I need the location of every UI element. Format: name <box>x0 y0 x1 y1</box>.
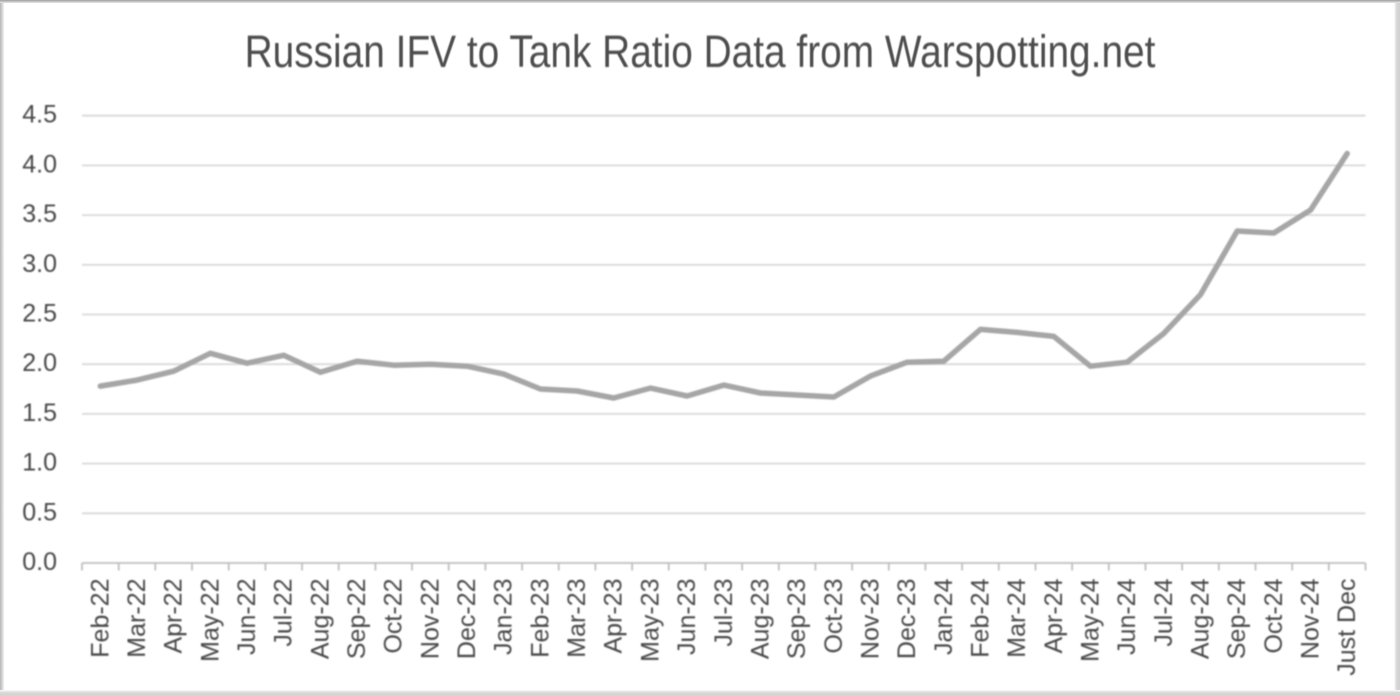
svg-text:Oct-22: Oct-22 <box>380 579 408 654</box>
svg-text:Mar-24: Mar-24 <box>1003 578 1031 657</box>
svg-text:1.0: 1.0 <box>22 449 57 477</box>
svg-text:Jan-23: Jan-23 <box>490 579 518 655</box>
svg-text:Mar-22: Mar-22 <box>123 579 151 658</box>
svg-text:Sep-24: Sep-24 <box>1223 578 1251 659</box>
svg-text:Just Dec: Just Dec <box>1333 579 1361 676</box>
svg-text:2.5: 2.5 <box>22 300 57 328</box>
svg-text:Sep-22: Sep-22 <box>343 579 371 660</box>
svg-text:Mar-23: Mar-23 <box>563 579 591 658</box>
svg-text:Jul-22: Jul-22 <box>270 579 298 647</box>
svg-text:Jun-24: Jun-24 <box>1113 578 1141 655</box>
svg-text:Jun-22: Jun-22 <box>233 579 261 655</box>
svg-text:Apr-23: Apr-23 <box>600 579 628 654</box>
svg-text:4.0: 4.0 <box>22 150 57 178</box>
svg-text:4.5: 4.5 <box>22 101 57 129</box>
svg-text:Aug-23: Aug-23 <box>746 579 774 660</box>
svg-text:May-22: May-22 <box>196 579 224 662</box>
svg-text:3.5: 3.5 <box>22 200 57 228</box>
svg-text:Oct-23: Oct-23 <box>820 579 848 654</box>
svg-text:Aug-24: Aug-24 <box>1187 578 1215 659</box>
svg-text:0.0: 0.0 <box>22 548 57 576</box>
svg-text:0.5: 0.5 <box>22 498 57 526</box>
svg-text:Dec-22: Dec-22 <box>453 579 481 660</box>
svg-text:May-23: May-23 <box>636 579 664 662</box>
svg-text:3.0: 3.0 <box>22 250 57 278</box>
svg-text:Nov-23: Nov-23 <box>856 579 884 660</box>
svg-text:May-24: May-24 <box>1077 578 1105 661</box>
svg-text:Aug-22: Aug-22 <box>306 579 334 660</box>
svg-text:Oct-24: Oct-24 <box>1260 578 1288 653</box>
svg-text:Feb-22: Feb-22 <box>86 579 114 658</box>
svg-text:Nov-24: Nov-24 <box>1297 578 1325 659</box>
svg-text:Jan-24: Jan-24 <box>930 578 958 655</box>
svg-text:Feb-23: Feb-23 <box>526 579 554 658</box>
svg-text:1.5: 1.5 <box>22 399 57 427</box>
svg-text:Sep-23: Sep-23 <box>783 579 811 660</box>
svg-text:Jul-23: Jul-23 <box>710 579 738 647</box>
svg-text:Dec-23: Dec-23 <box>893 579 921 660</box>
svg-text:Feb-24: Feb-24 <box>966 578 994 657</box>
svg-text:Apr-22: Apr-22 <box>160 579 188 654</box>
svg-text:Nov-22: Nov-22 <box>416 579 444 660</box>
svg-text:Apr-24: Apr-24 <box>1040 578 1068 653</box>
svg-text:Jun-23: Jun-23 <box>673 579 701 655</box>
svg-text:2.0: 2.0 <box>22 349 57 377</box>
svg-text:Jul-24: Jul-24 <box>1150 578 1178 646</box>
